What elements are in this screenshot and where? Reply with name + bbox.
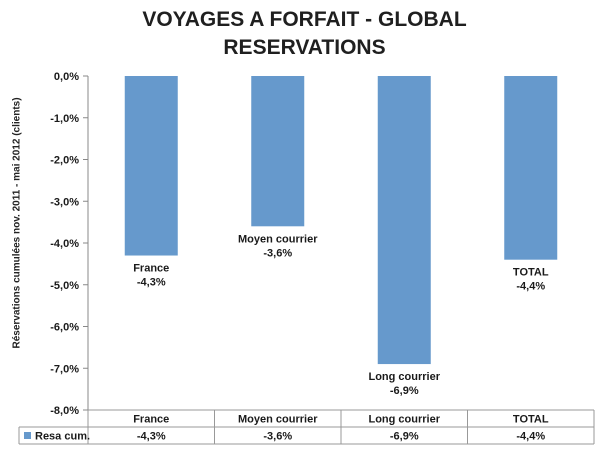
bar-total <box>504 76 558 260</box>
data-label-value: -6,9% <box>390 385 419 397</box>
data-label-value: -4,4% <box>516 281 545 293</box>
y-tick-label: -4,0% <box>50 238 79 250</box>
y-tick-label: -7,0% <box>50 363 79 375</box>
table-value: -3,6% <box>263 431 292 443</box>
table-value: -4,3% <box>137 431 166 443</box>
bar-long-courrier <box>377 76 431 365</box>
data-label-category: Moyen courrier <box>238 233 318 245</box>
data-label-category: TOTAL <box>513 267 549 279</box>
legend-swatch <box>24 432 31 439</box>
y-tick-label: -1,0% <box>50 113 79 125</box>
bar-moyen-courrier <box>251 76 305 227</box>
chart-title-line-2: RESERVATIONS <box>223 36 386 59</box>
legend-series-name: Resa cum. <box>35 431 90 443</box>
data-label-value: -4,3% <box>137 277 166 289</box>
y-tick-label: 0,0% <box>54 71 79 83</box>
y-tick-label: -2,0% <box>50 155 79 167</box>
bar-france <box>124 76 178 256</box>
x-tick-label: France <box>133 414 169 426</box>
data-label-category: Long courrier <box>368 371 440 383</box>
y-tick-label: -6,0% <box>50 322 79 334</box>
x-tick-label: Moyen courrier <box>238 414 318 426</box>
data-label-value: -3,6% <box>263 247 292 259</box>
data-label-category: France <box>133 263 169 275</box>
chart-title-line-1: VOYAGES A FORFAIT - GLOBAL <box>142 8 467 31</box>
y-tick-label: -3,0% <box>50 196 79 208</box>
y-tick-label: -5,0% <box>50 280 79 292</box>
table-value: -6,9% <box>390 431 419 443</box>
chart-title: VOYAGES A FORFAIT - GLOBAL RESERVATIONS <box>0 6 609 62</box>
x-tick-label: TOTAL <box>513 414 549 426</box>
table-value: -4,4% <box>516 431 545 443</box>
x-tick-label: Long courrier <box>368 414 440 426</box>
y-tick-label: -8,0% <box>50 405 79 417</box>
